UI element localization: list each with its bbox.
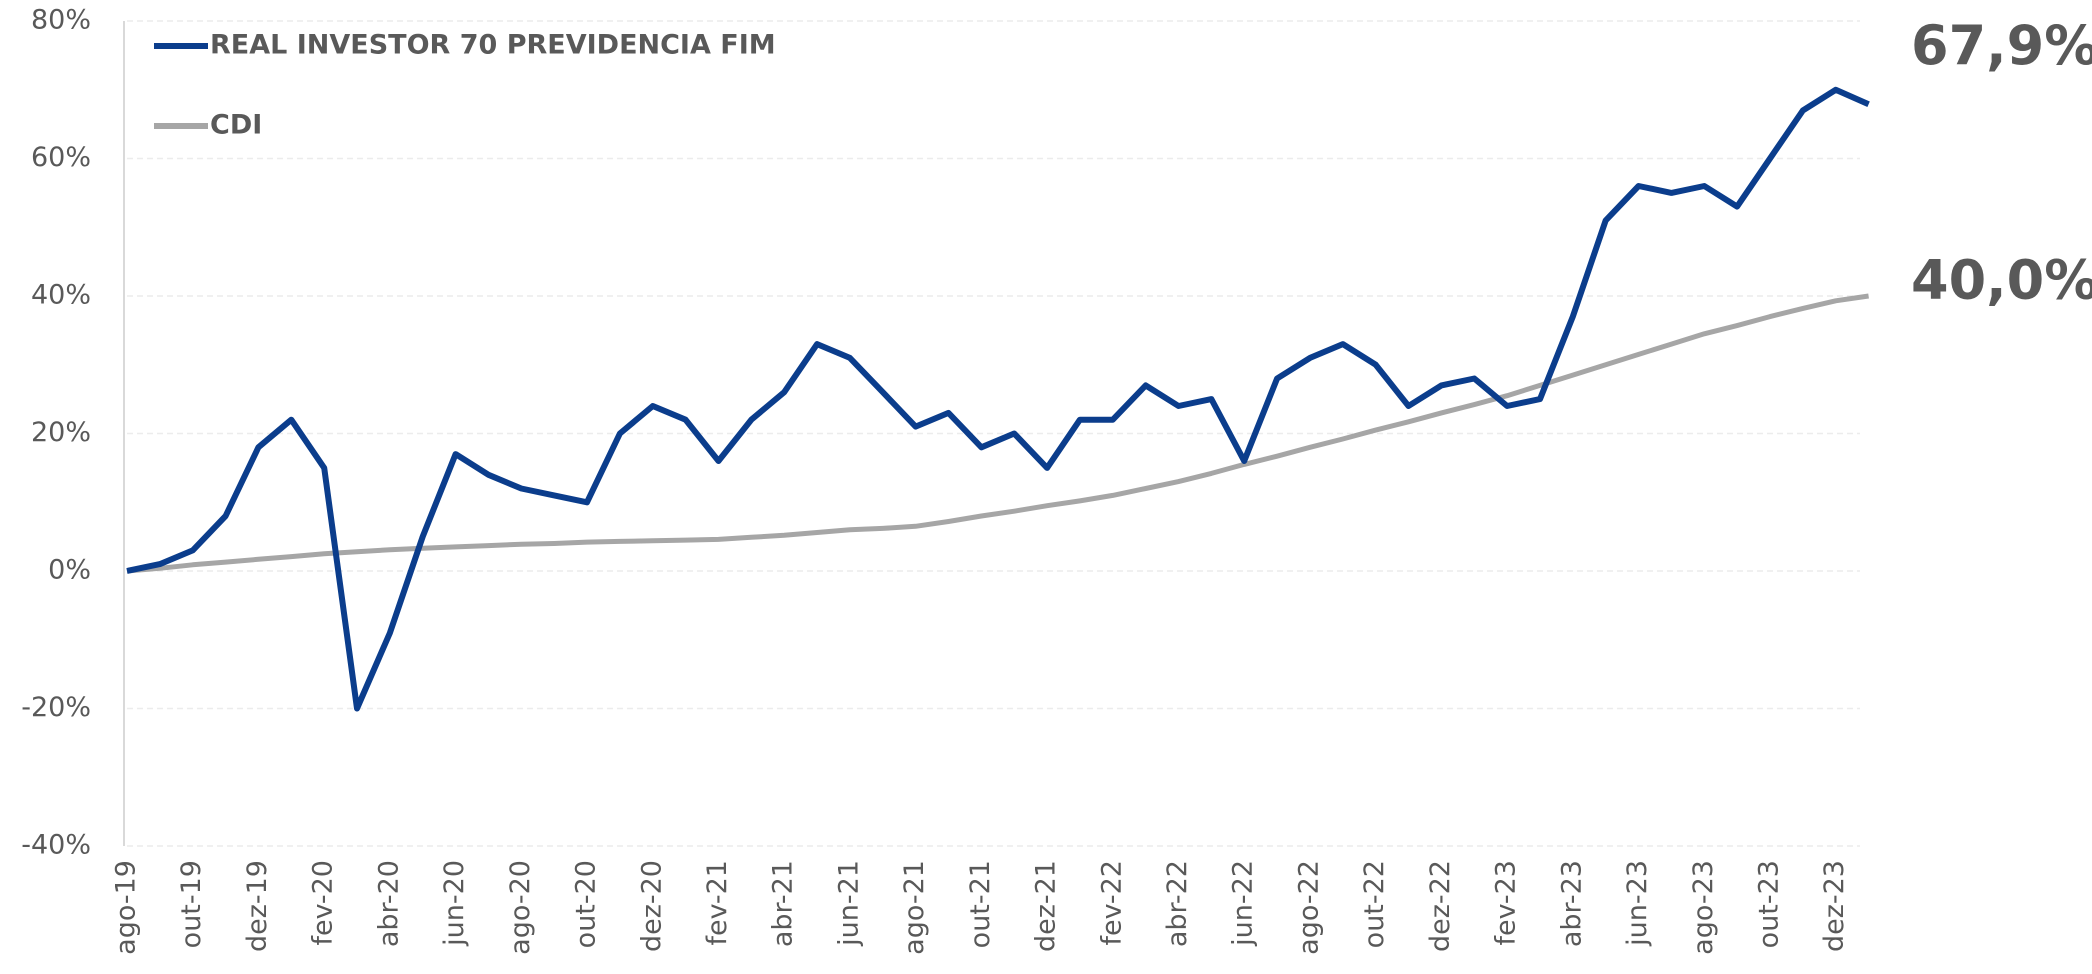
x-tick-label: jun-20 — [439, 860, 470, 947]
x-tick-label: abr-23 — [1556, 860, 1587, 947]
x-tick-label: fev-22 — [1096, 860, 1127, 945]
x-tick-label: ago-22 — [1293, 860, 1324, 955]
end-label: 67,9% — [1911, 14, 2092, 77]
y-tick-label: 80% — [31, 5, 91, 36]
x-tick-label: ago-19 — [111, 860, 142, 955]
y-tick-label: -40% — [21, 830, 91, 861]
x-tick-label: jun-23 — [1622, 860, 1653, 947]
x-tick-label: out-23 — [1754, 860, 1785, 948]
y-tick-label: 60% — [31, 142, 91, 173]
y-tick-label: 20% — [31, 417, 91, 448]
x-tick-label: dez-19 — [242, 860, 273, 952]
y-tick-label: 40% — [31, 280, 91, 311]
x-tick-label: ago-20 — [505, 860, 536, 955]
x-tick-label: fev-21 — [702, 860, 733, 945]
x-tick-label: out-20 — [571, 860, 602, 948]
x-tick-label: fev-23 — [1491, 860, 1522, 945]
x-tick-label: out-19 — [176, 860, 207, 948]
legend-label: REAL INVESTOR 70 PREVIDENCIA FIM — [210, 30, 776, 61]
x-tick-label: dez-21 — [1031, 860, 1062, 952]
x-tick-label: abr-21 — [768, 860, 799, 947]
x-tick-label: dez-20 — [636, 860, 667, 952]
x-tick-label: dez-22 — [1425, 860, 1456, 952]
legend-label: CDI — [210, 110, 262, 141]
y-tick-label: -20% — [21, 692, 91, 723]
x-tick-label: ago-21 — [899, 860, 930, 955]
x-tick-label: jun-21 — [833, 860, 864, 947]
x-tick-label: jun-22 — [1228, 860, 1259, 947]
x-tick-label: ago-23 — [1688, 860, 1719, 955]
end-label: 40,0% — [1911, 249, 2092, 312]
series-line — [126, 86, 1870, 712]
x-tick-label: dez-23 — [1819, 860, 1850, 952]
x-tick-label: abr-22 — [1162, 860, 1193, 947]
x-tick-label: abr-20 — [373, 860, 404, 947]
y-tick-label: 0% — [48, 555, 91, 586]
x-tick-label: out-21 — [965, 860, 996, 948]
x-tick-label: out-22 — [1359, 860, 1390, 948]
x-tick-label: fev-20 — [308, 860, 339, 945]
